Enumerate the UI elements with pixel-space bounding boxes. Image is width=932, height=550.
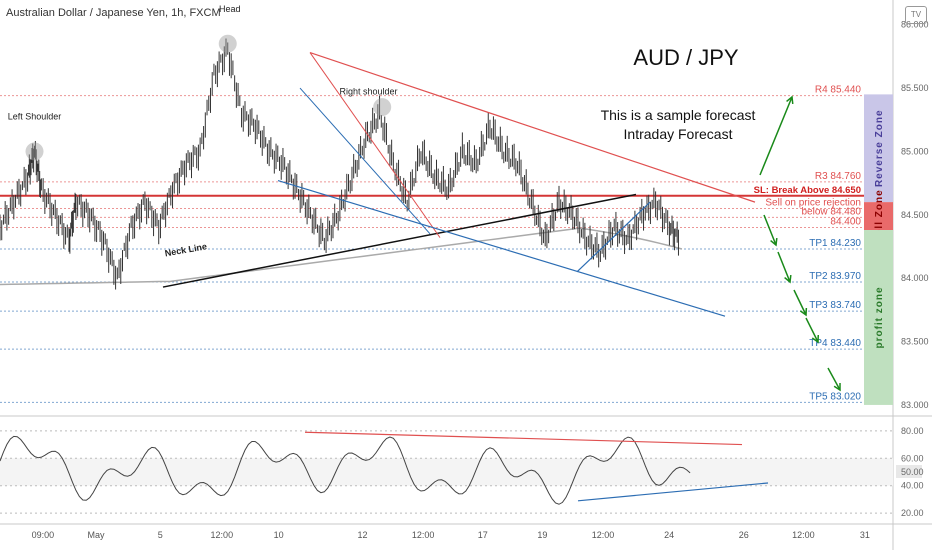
resistance-line — [309, 51, 756, 203]
rsi-support — [577, 482, 769, 502]
time-label-6: 12:00 — [412, 530, 435, 540]
rsi-band — [0, 458, 893, 486]
rsi-current-box — [896, 465, 922, 478]
annotation-3: Neck Line — [164, 241, 208, 258]
pattern-marker-2 — [373, 98, 392, 117]
price-tick-6: 83.000 — [901, 400, 929, 410]
time-label-3: 12:00 — [211, 530, 234, 540]
time-label-5: 12 — [358, 530, 368, 540]
rsi-tick-1: 60.00 — [901, 453, 924, 463]
time-label-1: May — [87, 530, 105, 540]
time-label-2: 5 — [158, 530, 163, 540]
neck-line — [162, 193, 637, 288]
price-tick-0: 86.000 — [901, 20, 929, 30]
price-tick-3: 84.500 — [901, 210, 929, 220]
time-label-11: 26 — [739, 530, 749, 540]
forecast-arrow-3 — [793, 289, 807, 316]
blue-diag-line — [299, 87, 431, 235]
forecast-arrow-1 — [763, 214, 777, 246]
level-label-0: R4 85.440 — [815, 85, 862, 96]
chart-subtitle-1: Intraday Forecast — [624, 126, 733, 142]
zone-label-0: Reverse Zone — [874, 109, 885, 187]
forecast-arrowhead-3 — [799, 307, 808, 317]
red-diag-line — [309, 52, 441, 238]
zone-0 — [864, 94, 893, 203]
rsi-line — [0, 435, 691, 505]
time-label-0: 09:00 — [32, 530, 55, 540]
pattern-marker-0 — [25, 142, 44, 161]
price-tick-1: 85.500 — [901, 83, 929, 93]
forecast-arrow-5 — [827, 367, 841, 391]
forecast-arrowhead-4 — [811, 334, 820, 344]
level-label-2: SL: Break Above 84.650 — [754, 185, 861, 196]
level-label-4: below 84.480 — [802, 206, 862, 217]
time-label-9: 12:00 — [592, 530, 615, 540]
rising-channel-line — [576, 201, 651, 273]
rsi-resistance — [304, 431, 743, 446]
level-label-3: Sell on price rejection — [765, 197, 861, 208]
time-label-13: 31 — [860, 530, 870, 540]
zone-label-2: profit zone — [874, 286, 885, 348]
forecast-arrow-0 — [759, 96, 793, 176]
level-label-6: TP1 84.230 — [809, 238, 861, 249]
tradingview-logo: TV — [905, 6, 927, 24]
level-label-8: TP3 83.740 — [809, 300, 861, 311]
zone-label-1: Sell Zone — [874, 189, 885, 242]
symbol-header: Australian Dollar / Japanese Yen, 1h, FX… — [6, 7, 221, 19]
forecast-arrowhead-1 — [770, 237, 778, 247]
forecast-arrow-2 — [777, 251, 791, 283]
time-label-8: 19 — [537, 530, 547, 540]
zone-1 — [864, 202, 893, 231]
rsi-tick-0: 80.00 — [901, 426, 924, 436]
forecast-arrowhead-2 — [784, 274, 792, 284]
chart-title: AUD / JPY — [633, 45, 738, 70]
forecast-arrow-4 — [805, 317, 819, 343]
price-tick-5: 83.500 — [901, 337, 929, 347]
price-tick-4: 84.000 — [901, 273, 929, 283]
pattern-marker-1 — [218, 34, 237, 53]
zone-2 — [864, 230, 893, 405]
annotation-2: Right shoulder — [339, 86, 397, 96]
chart-subtitle-0: This is a sample forecast — [601, 107, 756, 123]
rsi-tick-3: 40.00 — [901, 481, 924, 491]
price-candles — [0, 38, 679, 290]
time-label-7: 17 — [478, 530, 488, 540]
level-label-1: R3 84.760 — [815, 171, 862, 182]
time-label-4: 10 — [274, 530, 284, 540]
level-label-7: TP2 83.970 — [809, 271, 861, 282]
forecast-arrowhead-5 — [833, 382, 841, 392]
annotation-0: Left Shoulder — [8, 112, 62, 122]
level-label-9: TP4 83.440 — [809, 338, 861, 349]
forecast-arrowhead-0 — [786, 95, 794, 105]
rsi-tick-2: 50.00 — [901, 467, 924, 477]
price-tick-2: 85.000 — [901, 146, 929, 156]
time-label-12: 12:00 — [792, 530, 815, 540]
time-label-10: 24 — [664, 530, 674, 540]
level-label-10: TP5 83.020 — [809, 391, 861, 402]
annotation-1: Head — [219, 4, 241, 14]
rsi-tick-4: 20.00 — [901, 508, 924, 518]
support-line — [277, 180, 726, 317]
level-label-5: 84.400 — [830, 216, 861, 227]
